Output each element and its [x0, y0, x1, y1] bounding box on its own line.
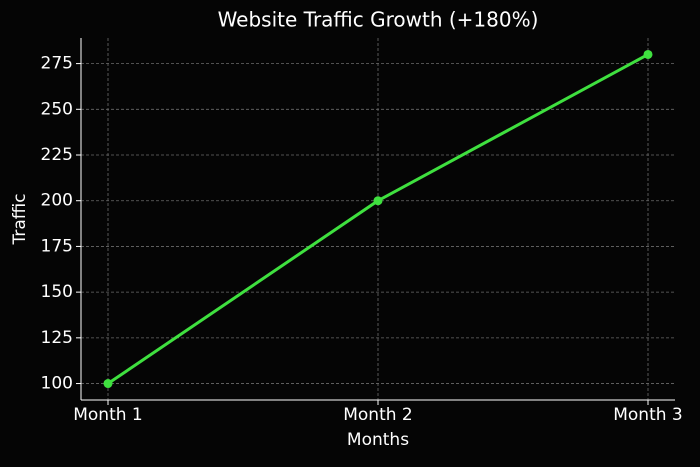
- y-tick-label: 250: [41, 99, 73, 119]
- y-tick-label: 225: [41, 145, 73, 165]
- y-tick-label: 150: [41, 282, 73, 302]
- x-tick-label: Month 3: [613, 405, 683, 425]
- y-tick-label: 275: [41, 54, 73, 74]
- x-tick-label: Month 1: [73, 405, 143, 425]
- point: [643, 49, 653, 59]
- y-tick-label: 175: [41, 236, 73, 256]
- y-tick-label: 100: [41, 374, 73, 394]
- y-tick-label: 125: [41, 328, 73, 348]
- point: [373, 196, 383, 206]
- y-tick-label: 200: [41, 191, 73, 211]
- x-axis-label: Months: [347, 430, 409, 450]
- y-axis-label: Traffic: [10, 193, 30, 245]
- x-tick-label: Month 2: [343, 405, 413, 425]
- point: [103, 379, 113, 389]
- chart-title: Website Traffic Growth (+180%): [218, 8, 539, 32]
